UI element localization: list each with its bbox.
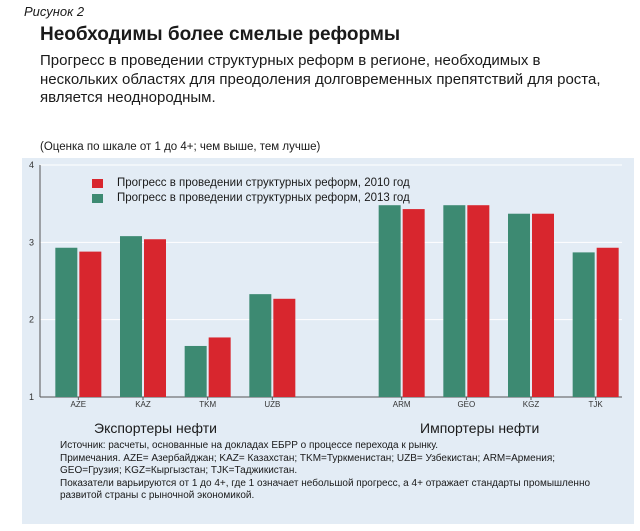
scale-note: (Оценка по шкале от 1 до 4+; чем выше, т… — [40, 141, 321, 153]
legend-item-2013: Прогресс в проведении структурных реформ… — [92, 191, 410, 206]
bar-kgz-2013 — [508, 213, 530, 397]
bar-geo-2010 — [467, 205, 490, 397]
bar-arm-2013 — [378, 205, 401, 397]
bar-tjk-2010 — [596, 247, 619, 397]
x-tick-label: TJK — [589, 400, 604, 408]
figure-label: Рисунок 2 — [24, 4, 85, 19]
legend-label-2013: Прогресс в проведении структурных реформ… — [117, 192, 410, 204]
legend: Прогресс в проведении структурных реформ… — [92, 176, 410, 206]
bar-geo-2013 — [443, 205, 466, 397]
chart-panel: 1 2 3 4 AZE KAZ TKM UZB ARM GEO KGZ TJK Прогресс в … — [22, 158, 634, 524]
notes-source: Источник: расчеты, основанные на доклада… — [60, 440, 439, 451]
bar-kaz-2010 — [144, 239, 166, 397]
bar-tkm-2013 — [184, 345, 207, 397]
bar-chart: 1 2 3 4 AZE KAZ TKM UZB ARM GEO KGZ TJK — [29, 160, 622, 408]
bar-tjk-2013 — [572, 252, 595, 397]
x-tick-label: AZE — [71, 400, 87, 408]
legend-item-2010: Прогресс в проведении структурных реформ… — [92, 176, 410, 191]
legend-swatch-2013 — [92, 194, 103, 203]
x-tick-label: GEO — [457, 400, 475, 408]
bar-aze-2010 — [79, 251, 102, 397]
x-tick-label: KAZ — [135, 400, 151, 408]
x-tick-label: UZB — [264, 400, 280, 408]
bar-tkm-2010 — [208, 337, 231, 397]
y-tick-label: 3 — [29, 237, 34, 247]
chart-title: Необходимы более смелые реформы — [40, 24, 401, 45]
y-tick-label: 2 — [29, 315, 34, 325]
bar-kaz-2013 — [120, 236, 142, 397]
chart-subtitle: Прогресс в проведении структурных реформ… — [40, 52, 601, 106]
notes-scale: Показатели варьируются от 1 до 4+, где 1… — [60, 477, 591, 502]
bar-kgz-2010 — [532, 213, 554, 397]
x-tick-label: TKM — [199, 400, 216, 408]
x-tick-label: ARM — [393, 400, 411, 408]
group-label-exporters: Экспортеры нефти — [94, 420, 217, 436]
x-tick-label: KGZ — [523, 400, 540, 408]
bar-arm-2010 — [402, 209, 425, 397]
notes-abbreviations: Примечания. AZE= Азербайджан; KAZ= Казах… — [60, 452, 556, 477]
bar-uzb-2010 — [273, 298, 296, 397]
group-label-importers: Импортеры нефти — [420, 420, 540, 436]
bar-uzb-2013 — [249, 294, 272, 397]
y-tick-label: 1 — [29, 392, 34, 402]
legend-label-2010: Прогресс в проведении структурных реформ… — [117, 177, 410, 189]
legend-swatch-2010 — [92, 179, 103, 188]
notes: Источник: расчеты, основанные на доклада… — [34, 440, 619, 503]
y-tick-label: 4 — [29, 160, 34, 170]
bar-aze-2013 — [55, 247, 78, 397]
